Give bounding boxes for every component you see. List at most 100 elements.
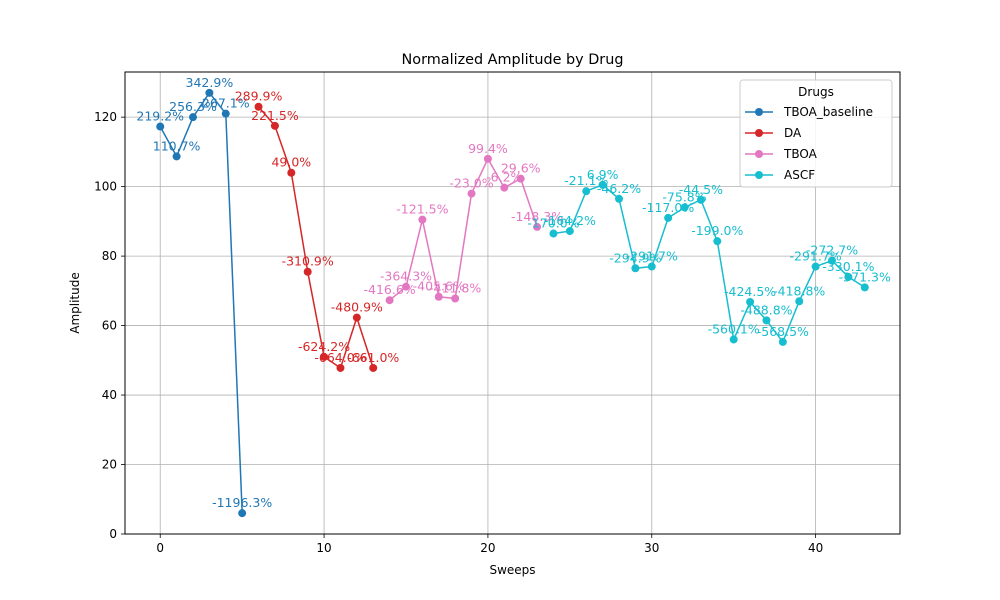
data-labels: 219.2% 110.7% 256.3% 342.9% 267.1% -1196.3% 28… xyxy=(136,75,891,510)
data-point-da xyxy=(336,363,345,372)
data-label-da: -310.9% xyxy=(282,254,334,269)
y-axis-ticks: 0 20 40 60 80 100 120 xyxy=(94,110,125,541)
legend-marker-tboa xyxy=(755,150,763,158)
data-point-da xyxy=(270,121,279,130)
data-point-ascf xyxy=(828,256,837,265)
legend-label-ascf: ASCF xyxy=(784,168,815,182)
x-axis-label: Sweeps xyxy=(489,563,535,577)
y-tick-label: 60 xyxy=(102,319,117,333)
data-point-tboa xyxy=(516,174,525,183)
data-point-ascf xyxy=(762,316,771,325)
legend: Drugs TBOA_baseline DA TBOA ASCF xyxy=(739,79,893,188)
data-point-ascf xyxy=(713,237,722,246)
data-point-tboa-baseline xyxy=(238,509,247,518)
data-point-ascf xyxy=(778,337,787,346)
data-point-da xyxy=(254,102,263,111)
data-label-tboa-baseline: -1196.3% xyxy=(212,495,272,510)
plot-frame xyxy=(124,71,901,535)
data-label-tboa-baseline: 267.1% xyxy=(202,96,250,111)
data-point-ascf xyxy=(844,272,853,281)
data-label-da: 289.9% xyxy=(235,89,283,104)
legend-items: TBOA_baseline DA TBOA ASCF xyxy=(745,105,873,182)
data-label-tboa-baseline: 110.7% xyxy=(153,138,201,153)
data-label-ascf: -21.1% xyxy=(564,173,608,188)
data-point-da xyxy=(352,313,361,322)
data-label-tboa: 29.6% xyxy=(501,161,541,176)
y-tick-label: 100 xyxy=(94,180,117,194)
data-label-ascf: 6.9% xyxy=(587,167,619,182)
data-point-da xyxy=(369,363,378,372)
legend-title: Drugs xyxy=(798,85,834,99)
data-point-da xyxy=(303,267,312,276)
data-point-ascf xyxy=(598,180,607,189)
y-axis-label: Amplitude xyxy=(68,272,82,334)
data-label-tboa: -416.6% xyxy=(364,282,416,297)
data-label-ascf: -164.2% xyxy=(544,213,596,228)
data-point-tboa xyxy=(483,154,492,163)
data-label-ascf: -560.1% xyxy=(708,321,760,336)
data-label-tboa: -405.6% xyxy=(413,279,465,294)
data-label-tboa: -364.3% xyxy=(380,269,432,284)
data-point-ascf xyxy=(615,194,624,203)
data-point-ascf xyxy=(582,187,591,196)
data-point-ascf xyxy=(680,203,689,212)
data-label-da: 49.0% xyxy=(271,155,311,170)
data-point-ascf xyxy=(746,297,755,306)
data-point-tboa-baseline xyxy=(205,88,214,97)
data-point-ascf xyxy=(696,195,705,204)
data-label-ascf: -330.1% xyxy=(822,259,874,274)
data-point-tboa xyxy=(385,296,394,305)
data-label-da: -624.2% xyxy=(298,339,350,354)
data-label-tboa: -6.2% xyxy=(486,170,522,185)
data-label-da: -664.0% xyxy=(314,350,366,365)
x-tick-label: 0 xyxy=(156,541,164,555)
data-point-ascf xyxy=(860,283,869,292)
data-point-ascf xyxy=(664,213,673,222)
data-label-tboa-baseline: 256.3% xyxy=(169,99,217,114)
data-point-tboa xyxy=(500,183,509,192)
data-point-tboa-baseline xyxy=(188,113,197,122)
series-line-da xyxy=(257,106,374,370)
data-label-tboa-baseline: 342.9% xyxy=(186,75,234,90)
legend-marker-tboa-baseline xyxy=(755,108,763,116)
legend-marker-ascf xyxy=(755,171,763,179)
data-label-ascf: -568.5% xyxy=(757,324,809,339)
data-label-da: -661.0% xyxy=(347,350,399,365)
data-point-ascf xyxy=(795,297,804,306)
data-point-tboa xyxy=(451,294,460,303)
data-point-tboa xyxy=(533,222,542,231)
data-label-ascf: -291.7% xyxy=(790,249,842,264)
series-line-tboa-baseline xyxy=(159,91,243,514)
chart-title: Normalized Amplitude by Drug xyxy=(402,52,624,68)
legend-label-tboa-baseline: TBOA_baseline xyxy=(783,105,873,119)
data-label-ascf: -294.9% xyxy=(609,250,661,265)
x-tick-label: 20 xyxy=(480,541,495,555)
data-label-ascf: -418.8% xyxy=(773,283,825,298)
x-tick-label: 10 xyxy=(316,541,331,555)
data-label-tboa: -148.3% xyxy=(511,209,563,224)
x-tick-label: 40 xyxy=(808,541,823,555)
data-label-ascf: -272.7% xyxy=(806,243,858,258)
data-point-ascf xyxy=(729,335,738,344)
data-label-da: -480.9% xyxy=(331,300,383,315)
data-point-tboa-baseline xyxy=(172,152,181,161)
data-label-da: 221.5% xyxy=(251,108,299,123)
data-point-tboa xyxy=(401,282,410,291)
data-label-ascf: -488.8% xyxy=(740,302,792,317)
data-point-tboa-baseline xyxy=(156,122,165,131)
data-label-tboa: 99.4% xyxy=(468,141,508,156)
y-tick-label: 120 xyxy=(94,110,117,124)
data-label-tboa: -23.0% xyxy=(449,176,493,191)
y-tick-label: 0 xyxy=(109,527,117,541)
data-label-ascf: -424.5% xyxy=(724,284,776,299)
data-point-ascf xyxy=(647,262,656,271)
data-label-ascf: -371.3% xyxy=(839,269,891,284)
data-label-ascf: -75.8% xyxy=(662,189,706,204)
data-label-ascf: -117.0% xyxy=(642,200,694,215)
data-point-da xyxy=(320,352,329,361)
data-label-ascf: -170.0% xyxy=(527,216,579,231)
data-label-ascf: -44.5% xyxy=(679,182,723,197)
data-label-tboa: -411.8% xyxy=(429,280,481,295)
data-label-tboa: -121.5% xyxy=(396,202,448,217)
